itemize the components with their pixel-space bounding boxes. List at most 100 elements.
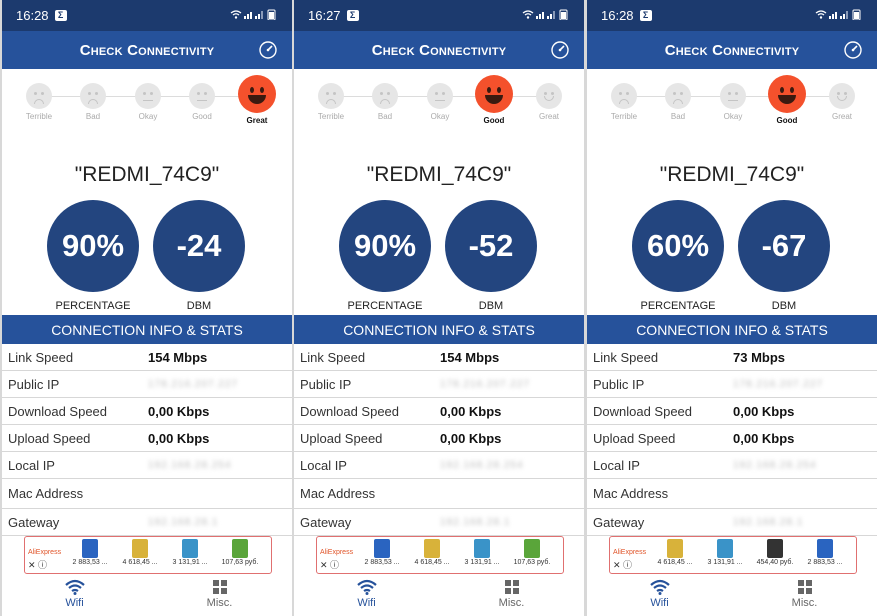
face-icon (536, 83, 562, 109)
tab-misc-label: Misc. (498, 597, 525, 609)
percentage-metric: 90% PERCENTAGE (47, 200, 139, 312)
ad-item[interactable]: 3 131,91 ... (457, 537, 507, 566)
face-icon (427, 83, 453, 109)
rating-good[interactable]: Good (177, 79, 227, 121)
rating-okay[interactable]: Okay (708, 79, 758, 121)
tab-misc-label: Misc. (206, 597, 233, 609)
rating-great[interactable]: Great (524, 79, 574, 121)
info-value: 192.168.28.254 (733, 459, 817, 471)
rating-bad[interactable]: Bad (360, 79, 410, 121)
speedometer-icon[interactable] (550, 40, 570, 60)
dbm-value: -24 (153, 200, 245, 292)
dbm-label: DBM (478, 300, 504, 312)
tab-wifi[interactable]: Wifi (294, 576, 439, 616)
rating-label: Terrible (25, 112, 53, 121)
rating-terrible[interactable]: Terrible (14, 79, 64, 121)
rating-label: Bad (377, 112, 393, 121)
rating-great[interactable]: Great (817, 79, 867, 121)
bottom-nav: Wifi Misc. (587, 576, 877, 616)
tab-misc[interactable]: Misc. (732, 576, 877, 616)
percentage-label: PERCENTAGE (640, 300, 716, 312)
ad-item[interactable]: 454,40 руб. (750, 537, 800, 566)
signal-metrics: 90% PERCENTAGE -52 DBM (294, 200, 584, 315)
info-row: Gateway 192.168.28.1 (587, 509, 877, 536)
rating-scale: Terrible Bad Okay Good Great (2, 75, 292, 139)
tab-wifi[interactable]: Wifi (2, 576, 147, 616)
info-row: Mac Address (2, 479, 292, 509)
ad-item[interactable]: 2 883,53 ... (65, 537, 115, 566)
info-key: Mac Address (593, 486, 669, 501)
dbm-value: -67 (738, 200, 830, 292)
info-value: 73 Mbps (733, 349, 786, 365)
ad-controls[interactable]: ✕ ⓘ (28, 560, 48, 570)
ad-controls[interactable]: ✕ ⓘ (613, 560, 633, 570)
info-row: Download Speed 0,00 Kbps (587, 398, 877, 425)
ad-banner[interactable]: AliExpress ✕ ⓘ 4 618,45 ... 3 131,91 ... 454… (609, 536, 857, 574)
ad-controls[interactable]: ✕ ⓘ (320, 560, 340, 570)
ad-item[interactable]: 107,63 руб. (507, 537, 557, 566)
face-icon (768, 75, 806, 113)
info-value: 192.168.28.1 (733, 516, 804, 528)
product-image (232, 539, 248, 558)
status-time: 16:28 (601, 8, 634, 23)
info-row: Local IP 192.168.28.254 (294, 452, 584, 479)
notification-icon: Σ (54, 10, 67, 21)
rating-label: Good (483, 116, 505, 125)
rating-terrible[interactable]: Terrible (306, 79, 356, 121)
speedometer-icon[interactable] (258, 40, 278, 60)
ad-item[interactable]: 3 131,91 ... (165, 537, 215, 566)
ad-item[interactable]: 2 883,53 ... (357, 537, 407, 566)
ad-banner[interactable]: AliExpress ✕ ⓘ 2 883,53 ... 4 618,45 ... 3 1… (316, 536, 564, 574)
ad-banner[interactable]: AliExpress ✕ ⓘ 2 883,53 ... 4 618,45 ... 3 1… (24, 536, 272, 574)
info-row: Upload Speed 0,00 Kbps (2, 425, 292, 452)
rating-label: Bad (85, 112, 101, 121)
dbm-label: DBM (771, 300, 797, 312)
rating-label: Great (831, 112, 852, 121)
rating-label: Terrible (317, 112, 345, 121)
tab-wifi[interactable]: Wifi (587, 576, 732, 616)
ad-brand: AliExpress (613, 549, 647, 556)
speedometer-icon[interactable] (843, 40, 863, 60)
percentage-metric: 90% PERCENTAGE (339, 200, 431, 312)
info-key: Upload Speed (593, 430, 676, 446)
rating-label: Great (538, 112, 559, 121)
app-header: Check Connectivity (2, 31, 292, 69)
info-key: Local IP (593, 457, 640, 473)
rating-bad[interactable]: Bad (68, 79, 118, 121)
ad-item[interactable]: 4 618,45 ... (115, 537, 165, 566)
notification-icon: Σ (346, 10, 359, 21)
tab-misc[interactable]: Misc. (439, 576, 584, 616)
info-key: Link Speed (300, 349, 366, 365)
info-row: Link Speed 154 Mbps (294, 344, 584, 371)
rating-okay[interactable]: Okay (415, 79, 465, 121)
ad-item[interactable]: 107,63 руб. (215, 537, 265, 566)
ad-item[interactable]: 4 618,45 ... (407, 537, 457, 566)
info-key: Public IP (300, 376, 352, 392)
product-image (132, 539, 148, 558)
rating-terrible[interactable]: Terrible (599, 79, 649, 121)
rating-bad[interactable]: Bad (653, 79, 703, 121)
system-icons (815, 9, 865, 23)
app-header: Check Connectivity (294, 31, 584, 69)
info-value: 0,00 Kbps (440, 430, 502, 446)
face-icon (80, 83, 106, 109)
product-image (817, 539, 833, 558)
product-image (182, 539, 198, 558)
notification-icon: Σ (639, 10, 652, 21)
rating-great[interactable]: Great (232, 75, 282, 125)
system-icons (522, 9, 572, 23)
tab-wifi-label: Wifi (650, 597, 669, 609)
info-key: Download Speed (593, 403, 693, 419)
info-key: Gateway (8, 514, 60, 530)
rating-good[interactable]: Good (469, 75, 519, 125)
info-key: Mac Address (8, 486, 84, 501)
ad-item[interactable]: 2 883,53 ... (800, 537, 850, 566)
ad-item[interactable]: 4 618,45 ... (650, 537, 700, 566)
info-value: 0,00 Kbps (148, 403, 210, 419)
rating-good[interactable]: Good (762, 75, 812, 125)
ad-price: 454,40 руб. (756, 559, 794, 566)
tab-misc[interactable]: Misc. (147, 576, 292, 616)
rating-okay[interactable]: Okay (123, 79, 173, 121)
ad-item[interactable]: 3 131,91 ... (700, 537, 750, 566)
app-title: Check Connectivity (79, 41, 215, 59)
